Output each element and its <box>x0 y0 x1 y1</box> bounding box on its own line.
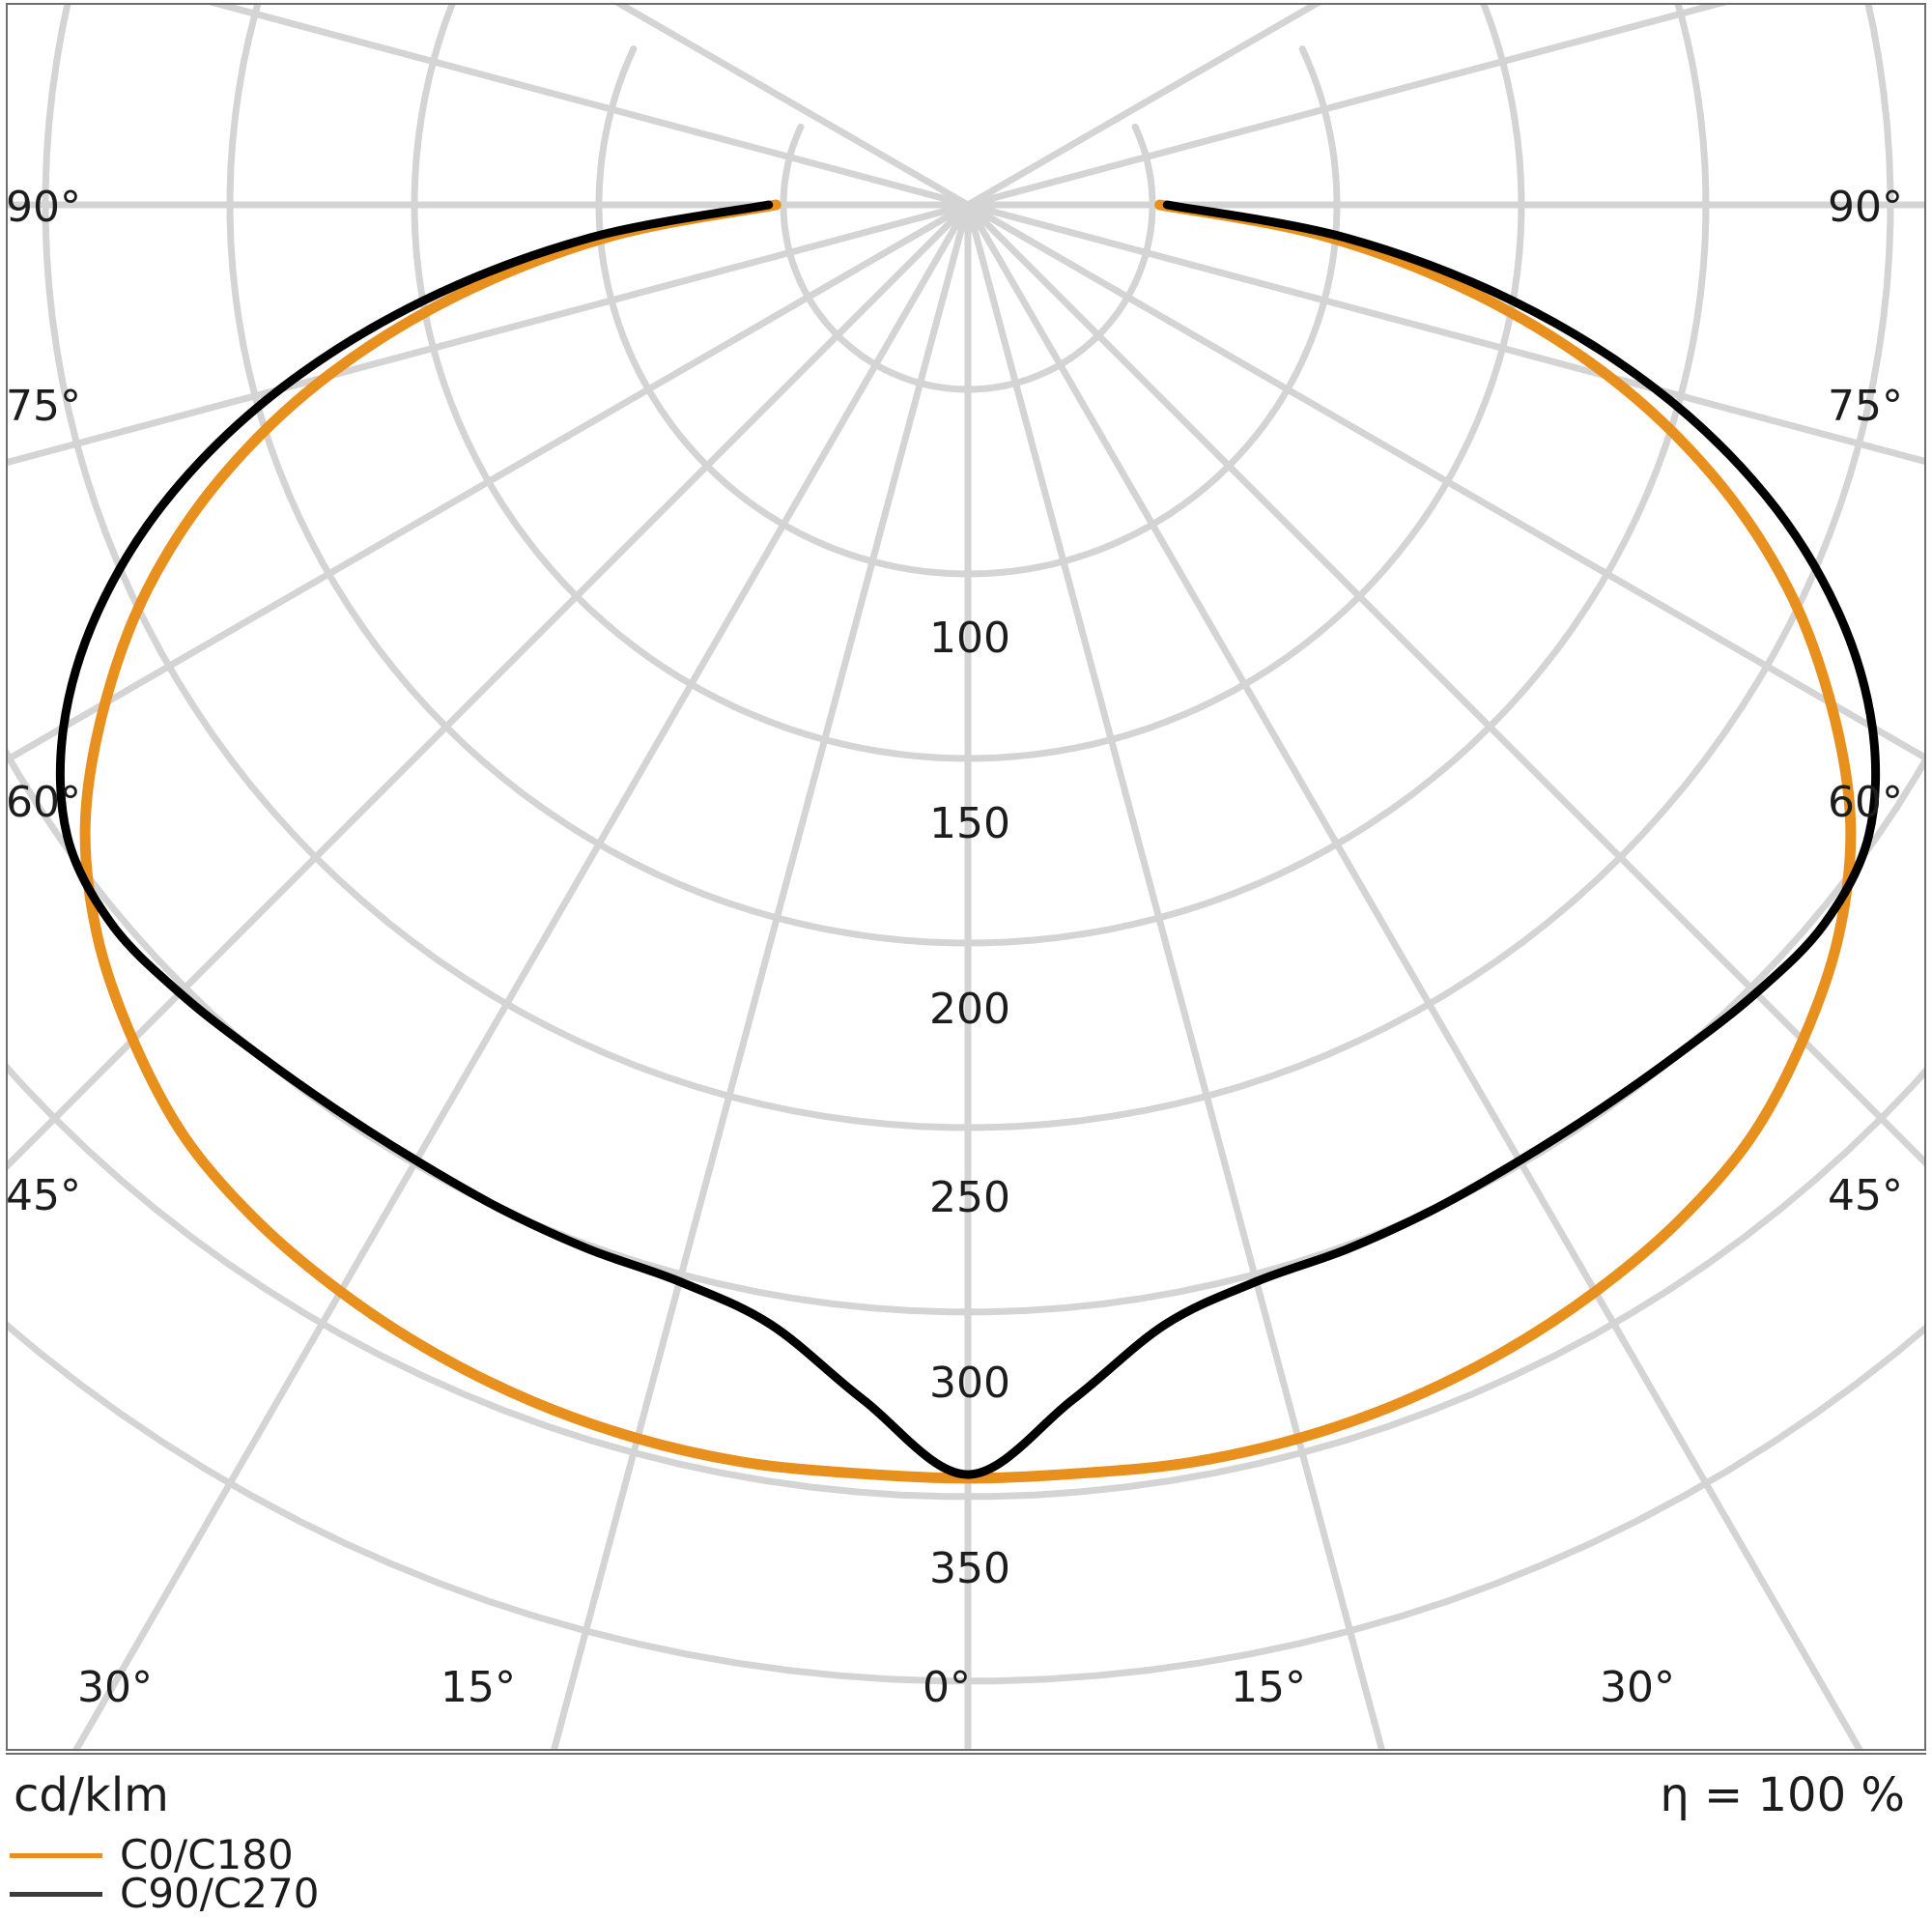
polar-plot-area: 90° 75° 60° 45° 90° 75° 60° 45° 30° 15° … <box>6 3 1926 1751</box>
legend-swatch-c90-c270 <box>10 1891 102 1897</box>
radial-label-100: 100 <box>929 614 1010 663</box>
angle-label-left-60: 60° <box>6 778 81 827</box>
radial-label-200: 200 <box>929 985 1010 1034</box>
polar-gridlines <box>8 5 1924 1749</box>
angle-label-bottom-15-right: 15° <box>1231 1663 1306 1712</box>
angle-label-right-45: 45° <box>1828 1171 1903 1220</box>
legend-item-c0-c180[interactable]: C0/C180 <box>10 1831 319 1878</box>
footer-divider <box>6 1753 1926 1755</box>
efficiency-label: η = 100 % <box>1660 1768 1905 1822</box>
angle-label-right-75: 75° <box>1828 382 1903 431</box>
legend-item-c90-c270[interactable]: C90/C270 <box>10 1870 320 1917</box>
angle-label-right-60: 60° <box>1828 778 1903 827</box>
angle-label-bottom-30-right: 30° <box>1600 1663 1675 1712</box>
angle-label-bottom-30-left: 30° <box>77 1663 153 1712</box>
radial-label-150: 150 <box>929 799 1010 848</box>
unit-label: cd/klm <box>14 1768 169 1822</box>
legend-label-c90-c270: C90/C270 <box>120 1870 320 1917</box>
angle-label-left-90: 90° <box>6 183 81 232</box>
angle-label-left-75: 75° <box>6 382 81 431</box>
angle-label-right-90: 90° <box>1828 183 1903 232</box>
distribution-curves <box>55 199 1881 1484</box>
legend-label-c0-c180: C0/C180 <box>120 1831 294 1878</box>
radial-label-250: 250 <box>929 1173 1010 1222</box>
angle-label-bottom-15-left: 15° <box>440 1663 516 1712</box>
chart-footer: cd/klm η = 100 % C0/C180 C90/C270 <box>0 1751 1932 1918</box>
angle-label-bottom-0: 0° <box>923 1663 971 1712</box>
angle-label-left-45: 45° <box>6 1171 81 1220</box>
chart-legend: C0/C180 C90/C270 <box>10 1831 320 1917</box>
polar-grid-and-curves <box>8 5 1924 1749</box>
radial-label-300: 300 <box>929 1359 1010 1408</box>
radial-label-350: 350 <box>929 1544 1010 1593</box>
legend-swatch-c0-c180 <box>10 1852 102 1858</box>
